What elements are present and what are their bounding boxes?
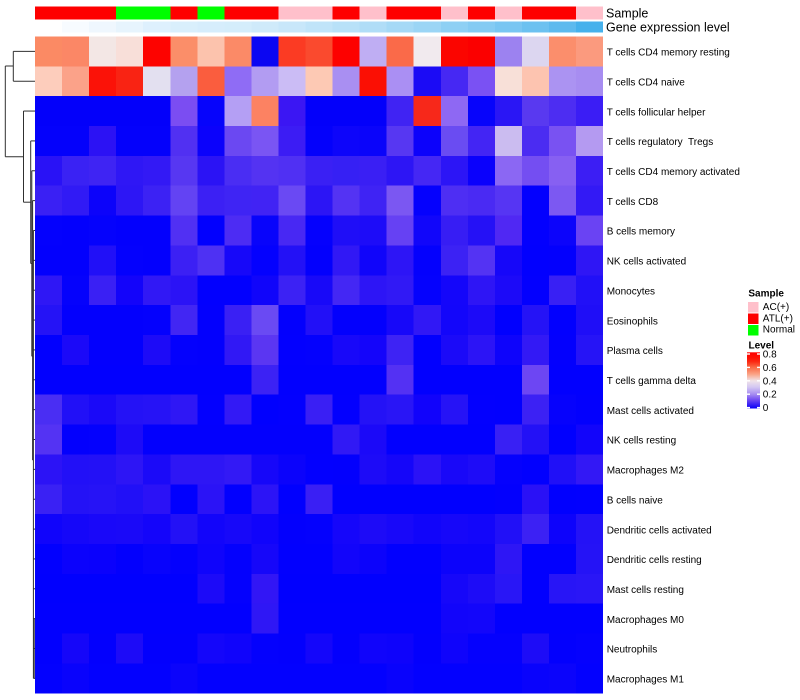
svg-text:0.6: 0.6	[763, 363, 777, 374]
svg-text:0.8: 0.8	[763, 350, 777, 361]
svg-text:Macrophages M2: Macrophages M2	[607, 466, 685, 477]
svg-text:Sample: Sample	[748, 288, 784, 299]
svg-text:T cells regulatory Tregs: T cells regulatory Tregs	[607, 137, 714, 148]
svg-text:Mast cells activated: Mast cells activated	[607, 406, 694, 417]
svg-text:Gene expression level: Gene expression level	[606, 21, 730, 35]
svg-text:Monocytes: Monocytes	[607, 286, 655, 297]
svg-text:0.4: 0.4	[763, 376, 777, 387]
svg-text:T cells CD4 memory resting: T cells CD4 memory resting	[607, 48, 730, 59]
svg-text:AC(+): AC(+)	[763, 302, 789, 313]
svg-text:Plasma cells: Plasma cells	[607, 346, 663, 357]
svg-text:T cells CD8: T cells CD8	[607, 197, 659, 208]
svg-text:T cells follicular helper: T cells follicular helper	[607, 107, 706, 118]
svg-text:Sample: Sample	[606, 6, 648, 20]
svg-text:T cells gamma delta: T cells gamma delta	[607, 376, 697, 387]
svg-text:Level: Level	[749, 341, 775, 352]
svg-text:ATL(+): ATL(+)	[763, 313, 793, 324]
svg-text:T cells CD4 naive: T cells CD4 naive	[607, 77, 686, 88]
svg-text:Macrophages M0: Macrophages M0	[607, 615, 685, 626]
svg-text:Macrophages M1: Macrophages M1	[607, 675, 685, 686]
svg-text:Mast cells resting: Mast cells resting	[607, 585, 684, 596]
svg-text:0.2: 0.2	[763, 390, 777, 401]
svg-text:Dendritic cells activated: Dendritic cells activated	[607, 525, 712, 536]
svg-text:Neutrophils: Neutrophils	[607, 645, 658, 656]
svg-text:Eosinophils: Eosinophils	[607, 316, 658, 327]
svg-text:Dendritic cells resting: Dendritic cells resting	[607, 555, 702, 566]
svg-text:B cells naive: B cells naive	[607, 495, 664, 506]
svg-text:B cells memory: B cells memory	[607, 227, 675, 238]
svg-text:T cells CD4 memory activated: T cells CD4 memory activated	[607, 167, 740, 178]
svg-text:Normal: Normal	[763, 325, 795, 336]
svg-text:0: 0	[763, 403, 769, 414]
svg-text:NK cells activated: NK cells activated	[607, 257, 686, 268]
svg-text:NK cells resting: NK cells resting	[607, 436, 676, 447]
